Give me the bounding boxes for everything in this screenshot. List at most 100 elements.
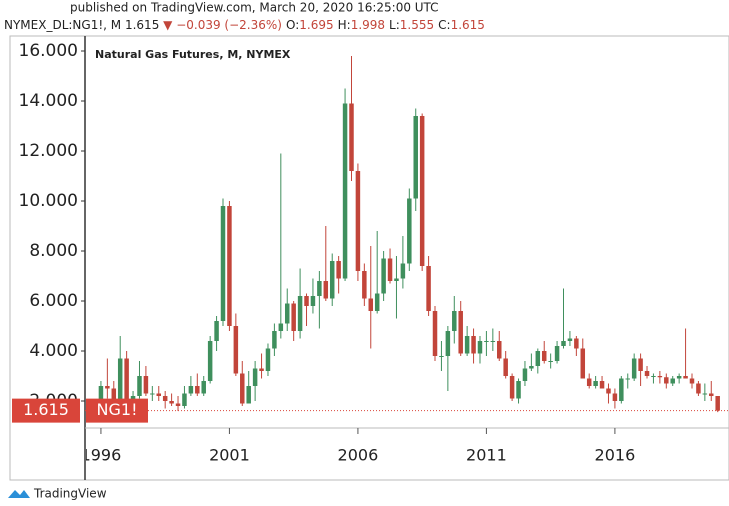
candle-body bbox=[98, 386, 104, 401]
candle-body bbox=[278, 323, 284, 331]
candle-body bbox=[124, 358, 129, 401]
candle-body bbox=[188, 386, 194, 394]
candle-body bbox=[509, 376, 515, 399]
candle-body bbox=[240, 373, 245, 404]
ohlc-label: O: bbox=[286, 18, 299, 32]
candle-body bbox=[400, 263, 406, 279]
candle-body bbox=[586, 378, 592, 386]
candle-body bbox=[336, 261, 341, 279]
candle-body bbox=[709, 393, 714, 396]
candle-body bbox=[580, 348, 586, 379]
candle-body bbox=[522, 368, 528, 381]
candle-body bbox=[130, 396, 136, 401]
candle-body bbox=[117, 358, 123, 401]
ohlc-label: L: bbox=[389, 18, 400, 32]
candle-body bbox=[593, 381, 598, 386]
candle-body bbox=[175, 403, 181, 406]
y-tick-label: 4.000 bbox=[29, 341, 78, 361]
candle-body bbox=[394, 278, 399, 281]
candle-body bbox=[689, 378, 695, 384]
candle-body bbox=[432, 311, 438, 356]
candle-body bbox=[143, 376, 149, 394]
candle-body bbox=[355, 171, 361, 271]
candle-body bbox=[304, 296, 309, 306]
ohlc-value: 1.615 bbox=[451, 18, 485, 32]
candle-body bbox=[619, 378, 624, 401]
brand-logo bbox=[8, 490, 30, 498]
candle-body bbox=[342, 103, 348, 279]
candle-body bbox=[651, 376, 656, 377]
candle-body bbox=[464, 336, 470, 354]
candle-body bbox=[670, 378, 675, 384]
candle-body bbox=[567, 338, 573, 341]
candle-body bbox=[272, 331, 277, 349]
candle-body bbox=[252, 368, 258, 386]
change: ▼ −0.039 (−2.36%) bbox=[163, 18, 282, 32]
symbol: NYMEX_DL:NG1!, M bbox=[4, 18, 121, 32]
candle-body bbox=[310, 296, 316, 306]
candle-body bbox=[516, 381, 521, 399]
candle-body bbox=[541, 351, 547, 361]
x-tick-label: 1996 bbox=[81, 446, 122, 465]
candle-body bbox=[458, 311, 463, 354]
x-axis: 1996 2001 2006 2011 2016 bbox=[81, 428, 636, 465]
candle-body bbox=[387, 258, 393, 281]
candle-body bbox=[323, 281, 329, 299]
candle-body bbox=[137, 376, 142, 396]
candle-body bbox=[220, 206, 226, 321]
brand: TradingView bbox=[33, 487, 107, 501]
candle-body bbox=[233, 326, 239, 374]
candle-body bbox=[676, 376, 682, 379]
candle-body bbox=[284, 303, 290, 324]
x-tick-label: 2011 bbox=[466, 446, 507, 465]
price-box bbox=[12, 398, 80, 423]
last: 1.615 bbox=[125, 18, 159, 32]
x-tick-label: 2006 bbox=[338, 446, 379, 465]
candle-body bbox=[201, 381, 206, 394]
candle-body bbox=[246, 386, 251, 404]
candle-body bbox=[381, 258, 386, 294]
y-tick-label: 8.000 bbox=[29, 241, 78, 261]
candle-body bbox=[606, 388, 611, 394]
symbol-box bbox=[86, 398, 148, 423]
candle-body bbox=[426, 266, 431, 311]
candle-body bbox=[638, 358, 643, 371]
ohlc-value: 1.998 bbox=[351, 18, 385, 32]
x-tick-label: 2016 bbox=[595, 446, 636, 465]
candle-body bbox=[291, 303, 296, 331]
published-note: published on TradingView.com, March 20, … bbox=[70, 1, 439, 15]
candle-body bbox=[529, 366, 534, 369]
symbol-tag: NG1! bbox=[97, 400, 138, 419]
candle-body bbox=[599, 381, 605, 389]
candle-body bbox=[227, 206, 232, 326]
candle-body bbox=[554, 346, 560, 361]
candle-body bbox=[484, 341, 489, 342]
candle-body bbox=[329, 261, 335, 299]
chart-title: Natural Gas Futures, M, NYMEX bbox=[95, 48, 291, 61]
candle-body bbox=[169, 401, 174, 404]
candle-body bbox=[548, 361, 553, 362]
ohlc-label: C: bbox=[438, 18, 450, 32]
candle-body bbox=[477, 341, 483, 354]
candle-body bbox=[362, 271, 367, 299]
candle-body bbox=[297, 296, 303, 331]
candle-body bbox=[612, 393, 618, 401]
candle-body bbox=[471, 336, 476, 354]
y-tick-label: 14.000 bbox=[19, 91, 78, 111]
candle-body bbox=[657, 376, 663, 378]
candle-body bbox=[182, 393, 187, 406]
y-tick-label: 16.000 bbox=[19, 41, 78, 61]
axes: 2.0004.0006.0008.00010.00012.00014.00016… bbox=[19, 41, 85, 411]
candle-body bbox=[156, 393, 162, 396]
candle-body bbox=[150, 393, 155, 395]
candle-body bbox=[317, 281, 322, 296]
price-marker: 1.615 NG1! bbox=[12, 398, 729, 423]
candle-body bbox=[111, 388, 117, 401]
candle-body bbox=[452, 311, 457, 331]
candle-body bbox=[259, 368, 264, 371]
y-tick-label: 10.000 bbox=[19, 191, 78, 211]
candle-body bbox=[715, 396, 720, 411]
candle-body bbox=[535, 351, 541, 366]
candle-body bbox=[625, 378, 630, 380]
